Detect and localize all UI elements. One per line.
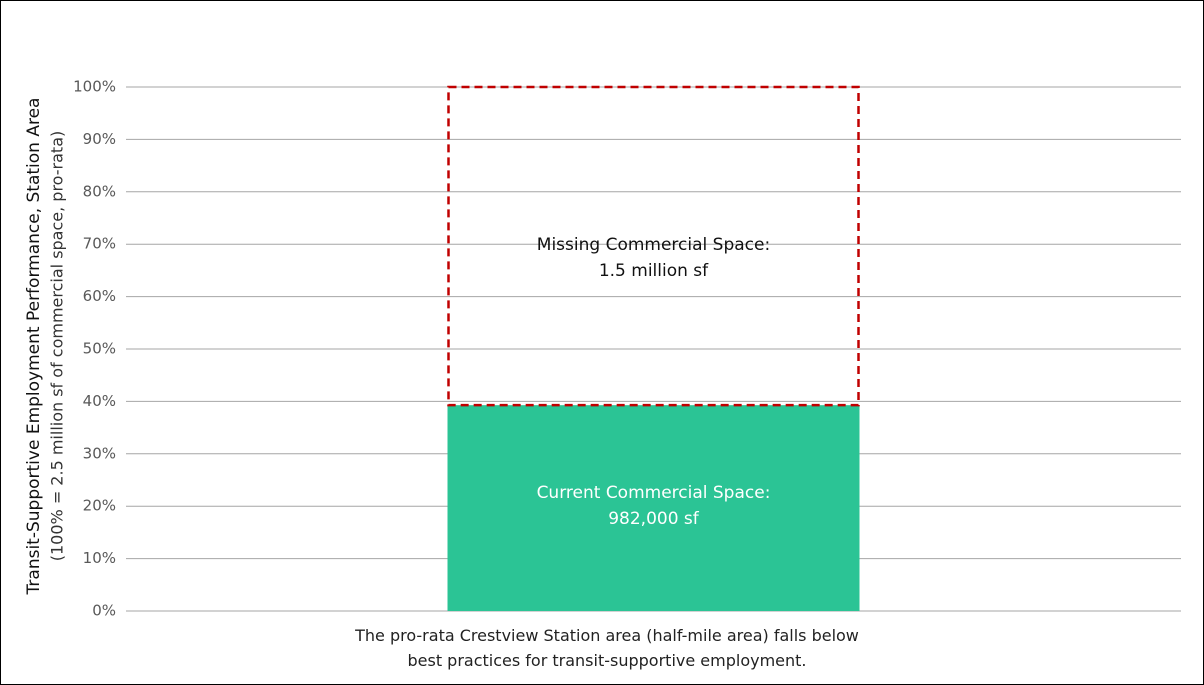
y-tick-label: 40%: [83, 392, 116, 410]
y-tick-label: 90%: [83, 130, 116, 148]
y-tick-label: 50%: [83, 340, 116, 358]
value-label: 982,000 sf: [608, 509, 700, 529]
y-tick-label: 10%: [83, 549, 116, 567]
y-tick-label: 20%: [83, 497, 116, 515]
bar-segment: [447, 405, 860, 611]
y-axis-title: Transit-Supportive Employment Performanc…: [24, 98, 44, 596]
y-tick-label: 100%: [73, 78, 116, 96]
value-label: 1.5 million sf: [599, 261, 709, 281]
y-tick-label: 60%: [83, 287, 116, 305]
y-axis-subtitle: (100% = 2.5 million sf of commercial spa…: [48, 131, 67, 562]
segment-name: Current Commercial Space:: [537, 483, 771, 503]
y-tick-label: 0%: [92, 602, 116, 620]
y-tick-label: 30%: [83, 444, 116, 462]
y-tick-label: 70%: [83, 235, 116, 253]
y-tick-label: 80%: [83, 182, 116, 200]
segment-name: Missing Commercial Space:: [537, 235, 770, 255]
x-tick-label: The pro-rata Crestview Station area (hal…: [355, 626, 859, 670]
